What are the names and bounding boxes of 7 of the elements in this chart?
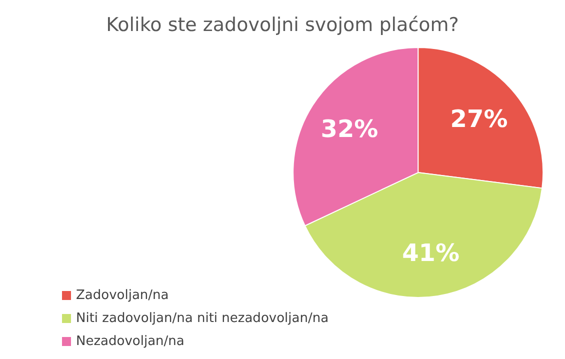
data-label: 41% <box>402 238 460 267</box>
legend-label: Niti zadovoljan/na niti nezadovoljan/na <box>76 310 329 328</box>
data-label: 27% <box>450 104 508 133</box>
legend-label: Nezadovoljan/na <box>76 333 184 351</box>
chart-title: Koliko ste zadovoljni svojom plaćom? <box>105 14 460 36</box>
data-label: 32% <box>320 114 378 143</box>
legend-label: Zadovoljan/na <box>76 287 169 305</box>
